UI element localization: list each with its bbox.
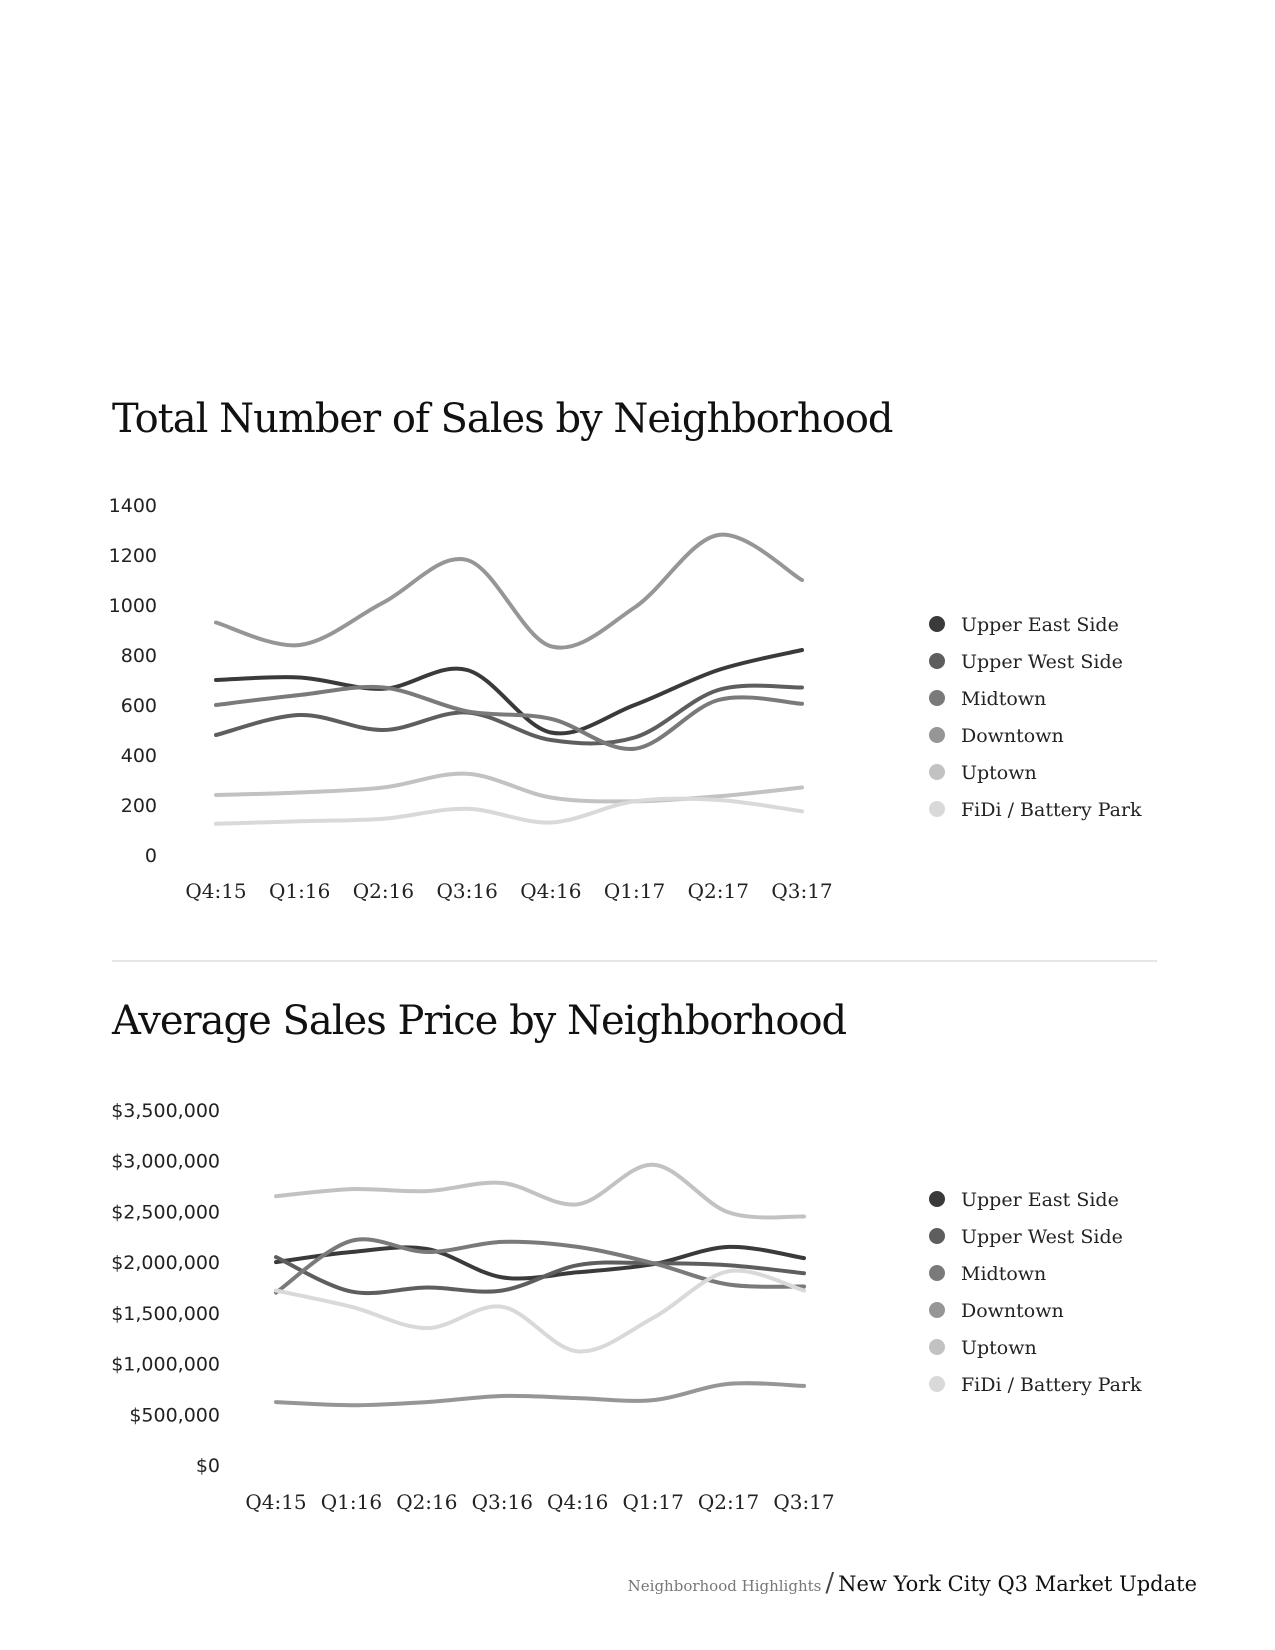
x-tick-label: Q3:16 xyxy=(472,1490,533,1514)
y-tick-label: $3,500,000 xyxy=(111,1100,220,1122)
legend-label: Uptown xyxy=(961,762,1037,784)
y-tick-label: $2,500,000 xyxy=(111,1201,220,1223)
page-footer: Neighborhood Highlights / New York City Q3… xyxy=(628,1568,1197,1598)
x-tick-label: Q2:16 xyxy=(353,879,414,903)
y-tick-label: 1200 xyxy=(109,545,157,567)
y-tick-label: $3,000,000 xyxy=(111,1151,220,1173)
legend-swatch xyxy=(929,1339,945,1355)
footer-separator: / xyxy=(825,1568,835,1598)
x-tick-label: Q4:15 xyxy=(185,879,246,903)
series-line-uptown xyxy=(274,1162,806,1220)
y-tick-label: 400 xyxy=(121,745,157,767)
legend-label: Upper East Side xyxy=(961,1189,1119,1211)
series-line-upper-east-side xyxy=(214,648,804,736)
y-tick-label: 800 xyxy=(121,645,157,667)
avg-price-chart: $0 $500,000 $1,000,000 $1,500,000 $2,000,000… xyxy=(111,1100,1142,1514)
series-line-fidi-battery-park xyxy=(214,796,804,826)
x-tick-label: Q2:16 xyxy=(396,1490,457,1514)
x-tick-label: Q2:17 xyxy=(698,1490,759,1514)
avg-price-chart-title: Average Sales Price by Neighborhood xyxy=(112,998,847,1044)
x-tick-label: Q3:17 xyxy=(771,879,832,903)
sales-count-chart: 0 200 400 600 800 1000 1200 1400 Q4:15 Q1:16 Q2:16… xyxy=(109,495,1142,903)
legend-label: Upper West Side xyxy=(961,651,1123,673)
legend-label: FiDi / Battery Park xyxy=(961,1374,1142,1396)
x-tick-label: Q3:16 xyxy=(436,879,497,903)
footer-title: New York City Q3 Market Update xyxy=(838,1572,1197,1596)
legend-label: Upper West Side xyxy=(961,1226,1123,1248)
legend-swatch xyxy=(929,1228,945,1244)
legend-swatch xyxy=(929,1265,945,1281)
x-tick-label: Q1:17 xyxy=(604,879,665,903)
y-tick-label: $500,000 xyxy=(129,1404,220,1426)
x-tick-label: Q4:15 xyxy=(245,1490,306,1514)
series-line-uptown xyxy=(214,771,804,804)
legend-label: Downtown xyxy=(961,725,1064,747)
legend-swatch xyxy=(929,690,945,706)
legend-swatch xyxy=(929,727,945,743)
series-line-downtown xyxy=(214,532,804,650)
x-tick-label: Q2:17 xyxy=(688,879,749,903)
x-tick-label: Q3:17 xyxy=(773,1490,834,1514)
legend-swatch xyxy=(929,764,945,780)
x-tick-label: Q1:16 xyxy=(269,879,330,903)
y-tick-label: 200 xyxy=(121,795,157,817)
sales-count-chart-title: Total Number of Sales by Neighborhood xyxy=(112,396,894,442)
x-tick-label: Q4:16 xyxy=(520,879,581,903)
legend-swatch xyxy=(929,1191,945,1207)
legend-label: Midtown xyxy=(961,1263,1046,1285)
y-tick-label: 1000 xyxy=(109,595,157,617)
y-tick-label: $1,000,000 xyxy=(111,1354,220,1376)
y-tick-label: $1,500,000 xyxy=(111,1303,220,1325)
legend-label: Downtown xyxy=(961,1300,1064,1322)
series-line-midtown xyxy=(214,684,804,751)
legend-label: Upper East Side xyxy=(961,614,1119,636)
y-tick-label: 600 xyxy=(121,695,157,717)
legend-label: Uptown xyxy=(961,1337,1037,1359)
section-divider xyxy=(112,960,1157,962)
legend-swatch xyxy=(929,801,945,817)
series-line-upper-west-side xyxy=(214,683,804,746)
y-tick-label: $0 xyxy=(196,1455,220,1477)
footer-section-label: Neighborhood Highlights xyxy=(627,1577,822,1595)
legend-label: FiDi / Battery Park xyxy=(961,799,1142,821)
legend-label: Midtown xyxy=(961,688,1046,710)
series-line-midtown xyxy=(274,1237,806,1295)
legend-swatch xyxy=(929,1376,945,1392)
series-line-upper-east-side xyxy=(274,1244,806,1281)
series-line-downtown xyxy=(274,1381,806,1408)
y-tick-label: $2,000,000 xyxy=(111,1252,220,1274)
legend-swatch xyxy=(929,653,945,669)
legend-swatch xyxy=(929,616,945,632)
legend-swatch xyxy=(929,1302,945,1318)
series-line-upper-west-side xyxy=(274,1255,806,1296)
x-tick-label: Q1:17 xyxy=(622,1490,683,1514)
x-tick-label: Q1:16 xyxy=(321,1490,382,1514)
x-tick-label: Q4:16 xyxy=(547,1490,608,1514)
series-line-fidi-battery-park xyxy=(274,1268,806,1354)
y-tick-label: 1400 xyxy=(109,495,157,517)
y-tick-label: 0 xyxy=(145,845,157,867)
